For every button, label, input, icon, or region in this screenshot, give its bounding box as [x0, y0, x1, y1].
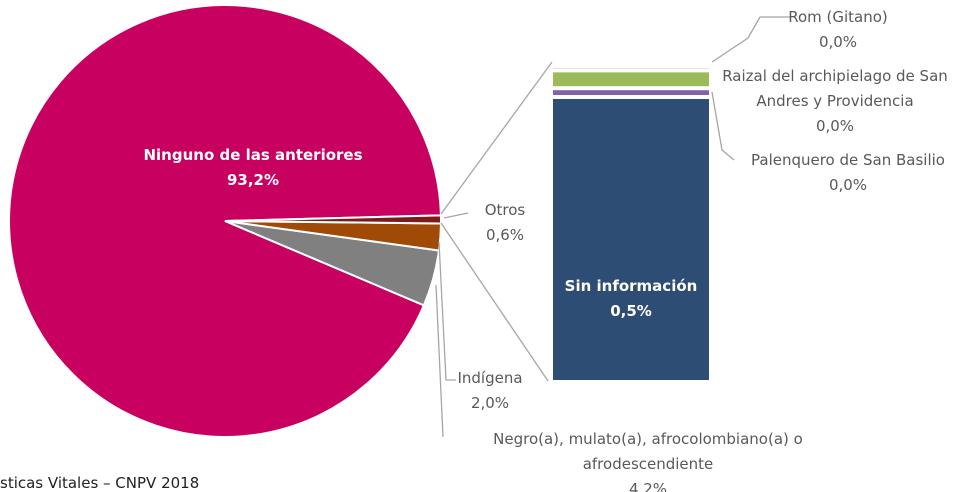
bar-segment — [551, 70, 711, 89]
leader-line — [711, 91, 735, 161]
category-label: Sin información — [564, 277, 698, 295]
value-label: 0,0% — [828, 176, 868, 194]
bar-segment — [551, 97, 711, 382]
category-label: Negro(a), mulato(a), afrocolombiano(a) o… — [493, 430, 803, 473]
data-label: Sin información 0,5% — [552, 274, 710, 324]
leader-line — [438, 241, 456, 381]
value-label: 0,0% — [818, 33, 858, 51]
data-label: Otros 0,6% — [460, 198, 550, 248]
data-label: Ninguno de las anteriores 93,2% — [103, 143, 403, 193]
data-label: Rom (Gitano) 0,0% — [738, 5, 938, 55]
data-label: Palenquero de San Basilio 0,0% — [718, 148, 976, 198]
leader-line — [711, 16, 790, 63]
category-label: Otros — [484, 201, 526, 219]
bar-segment — [551, 66, 711, 71]
value-label: 4,2% — [628, 480, 668, 492]
value-label: 93,2% — [226, 171, 280, 189]
connector — [440, 61, 553, 215]
leader-line — [435, 284, 444, 438]
data-label: Raizal del archipielago de San Andres y … — [705, 64, 965, 139]
value-label: 2,0% — [470, 394, 510, 412]
category-label: Ninguno de las anteriores — [143, 146, 363, 164]
category-label: Palenquero de San Basilio — [751, 151, 945, 169]
value-label: 0,6% — [485, 226, 525, 244]
data-label: Indígena 2,0% — [445, 366, 535, 416]
leader-line — [443, 212, 469, 219]
value-label: 0,0% — [815, 117, 855, 135]
data-label: Negro(a), mulato(a), afrocolombiano(a) o… — [453, 427, 843, 492]
connector — [440, 222, 549, 382]
category-label: Indígena — [457, 369, 523, 387]
source: sticas Vitales – CNPV 2018 — [0, 474, 200, 492]
category-label: Raizal del archipielago de San Andres y … — [722, 67, 948, 110]
value-label: 0,5% — [610, 302, 652, 320]
category-label: Rom (Gitano) — [788, 8, 888, 26]
bar-segment — [551, 88, 711, 97]
